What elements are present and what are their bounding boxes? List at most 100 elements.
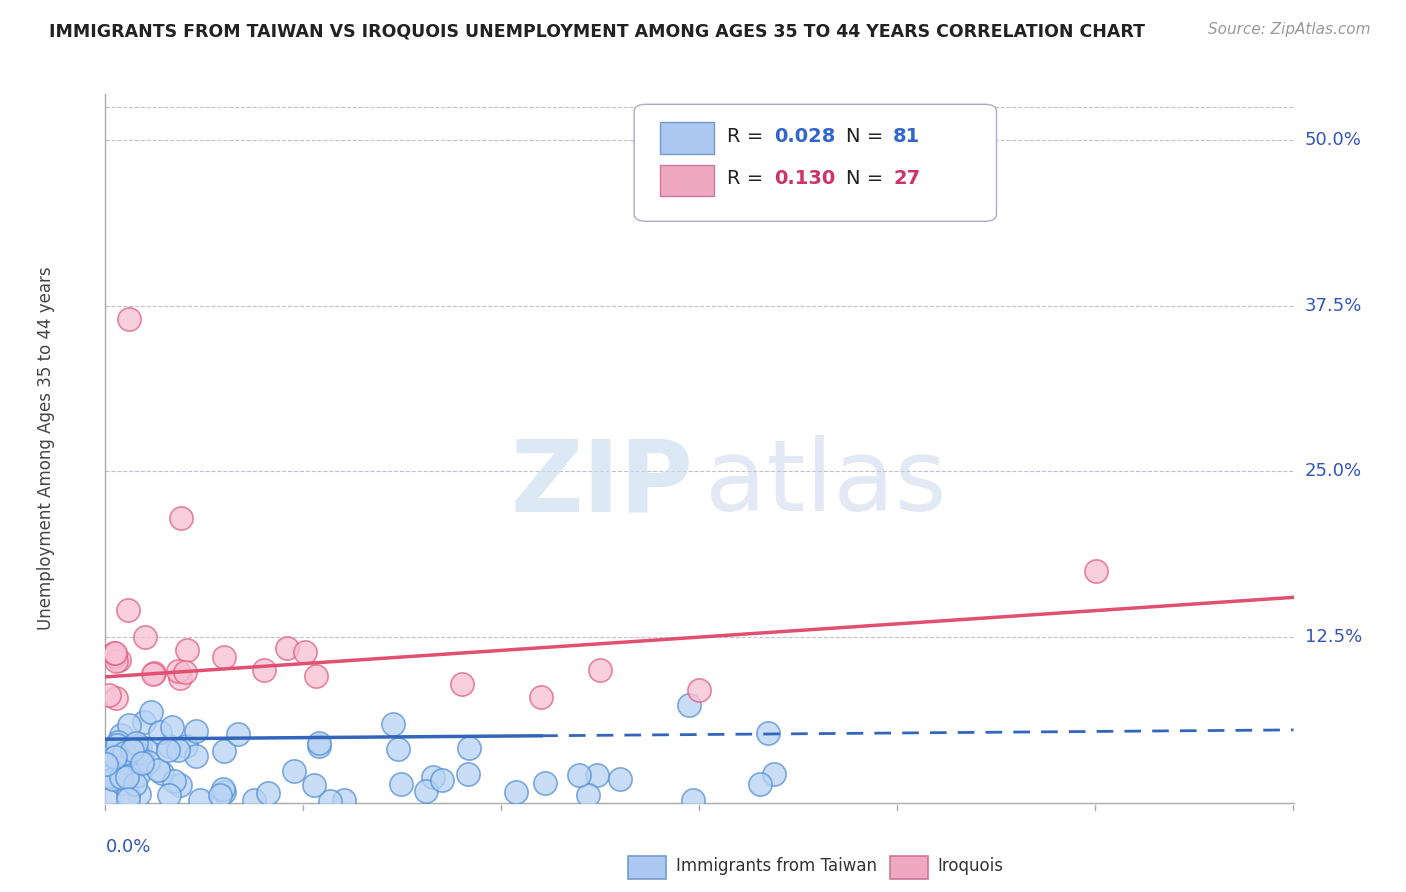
Text: 25.0%: 25.0% bbox=[1305, 462, 1362, 481]
Point bbox=[212, 785, 235, 799]
Text: Unemployment Among Ages 35 to 44 years: Unemployment Among Ages 35 to 44 years bbox=[37, 267, 55, 630]
Point bbox=[214, 650, 236, 665]
Point bbox=[226, 726, 249, 740]
Point bbox=[534, 776, 557, 790]
Text: 81: 81 bbox=[893, 127, 921, 145]
Point bbox=[308, 739, 330, 753]
Point bbox=[117, 765, 139, 780]
FancyBboxPatch shape bbox=[634, 104, 997, 221]
Point bbox=[148, 763, 170, 777]
Text: Immigrants from Taiwan: Immigrants from Taiwan bbox=[676, 857, 877, 875]
Point bbox=[689, 683, 711, 698]
Point bbox=[105, 771, 128, 785]
Point bbox=[149, 725, 172, 739]
Point bbox=[169, 671, 191, 685]
Point bbox=[184, 748, 207, 763]
Point bbox=[134, 630, 156, 644]
Point bbox=[389, 777, 412, 791]
Point bbox=[173, 665, 195, 680]
Point bbox=[305, 669, 328, 683]
Point bbox=[319, 793, 342, 807]
Text: 0.0%: 0.0% bbox=[105, 838, 150, 856]
Text: 0.028: 0.028 bbox=[775, 127, 835, 145]
Point bbox=[128, 747, 150, 761]
Point bbox=[125, 736, 148, 750]
Point bbox=[101, 772, 124, 786]
Text: ZIP: ZIP bbox=[510, 435, 693, 533]
Point bbox=[576, 788, 599, 802]
Point bbox=[586, 768, 609, 782]
Point bbox=[609, 772, 631, 786]
Point bbox=[104, 648, 127, 663]
Text: 12.5%: 12.5% bbox=[1305, 628, 1362, 646]
Point bbox=[132, 715, 155, 730]
Point bbox=[134, 741, 156, 756]
Point bbox=[110, 728, 132, 742]
Point bbox=[505, 785, 527, 799]
Point bbox=[136, 755, 159, 769]
Point bbox=[283, 764, 305, 779]
Point bbox=[127, 768, 149, 782]
Point bbox=[107, 735, 129, 749]
Point bbox=[131, 756, 153, 770]
Text: R =: R = bbox=[727, 127, 769, 145]
Point bbox=[170, 511, 193, 525]
Point bbox=[422, 770, 444, 784]
Bar bbox=[661, 164, 714, 196]
Point bbox=[103, 646, 125, 660]
Point bbox=[211, 782, 233, 797]
Point bbox=[104, 750, 127, 764]
Point bbox=[174, 739, 197, 754]
Point bbox=[98, 688, 121, 702]
Point bbox=[176, 643, 198, 657]
Point bbox=[763, 767, 786, 781]
Point bbox=[382, 717, 405, 731]
Point bbox=[121, 743, 143, 757]
Point bbox=[169, 778, 191, 792]
Point bbox=[1084, 564, 1107, 578]
Text: N =: N = bbox=[845, 169, 889, 188]
Point bbox=[107, 653, 129, 667]
Point bbox=[457, 740, 479, 755]
Point bbox=[103, 646, 125, 660]
Point bbox=[115, 770, 138, 784]
Point bbox=[294, 645, 316, 659]
Point bbox=[682, 792, 704, 806]
Text: 0.130: 0.130 bbox=[775, 169, 835, 188]
Point bbox=[105, 691, 128, 706]
Point bbox=[253, 663, 276, 677]
Point bbox=[122, 738, 145, 752]
Point bbox=[124, 750, 146, 764]
Text: 37.5%: 37.5% bbox=[1305, 297, 1362, 315]
Point bbox=[142, 666, 165, 681]
Point bbox=[118, 718, 141, 732]
Point bbox=[128, 739, 150, 754]
Point bbox=[117, 792, 139, 806]
Point bbox=[302, 778, 325, 792]
Point bbox=[457, 767, 479, 781]
Text: 27: 27 bbox=[893, 169, 921, 188]
Point bbox=[162, 720, 184, 734]
Point bbox=[749, 777, 772, 791]
Point bbox=[450, 676, 472, 690]
Point bbox=[257, 786, 280, 800]
Point bbox=[111, 775, 134, 789]
Point bbox=[415, 783, 437, 797]
Point bbox=[332, 793, 354, 807]
Point bbox=[163, 773, 186, 788]
Point bbox=[157, 739, 180, 754]
Point bbox=[97, 759, 120, 773]
Bar bbox=[890, 856, 928, 879]
Point bbox=[96, 770, 118, 784]
Point bbox=[276, 641, 298, 656]
Text: R =: R = bbox=[727, 169, 769, 188]
Point bbox=[167, 664, 190, 678]
Point bbox=[568, 768, 591, 782]
Text: 50.0%: 50.0% bbox=[1305, 131, 1361, 149]
Text: IMMIGRANTS FROM TAIWAN VS IROQUOIS UNEMPLOYMENT AMONG AGES 35 TO 44 YEARS CORREL: IMMIGRANTS FROM TAIWAN VS IROQUOIS UNEMP… bbox=[49, 22, 1146, 40]
Point bbox=[530, 690, 553, 704]
Point bbox=[167, 743, 190, 757]
Point bbox=[125, 746, 148, 760]
Point bbox=[214, 744, 236, 758]
Point bbox=[117, 789, 139, 803]
